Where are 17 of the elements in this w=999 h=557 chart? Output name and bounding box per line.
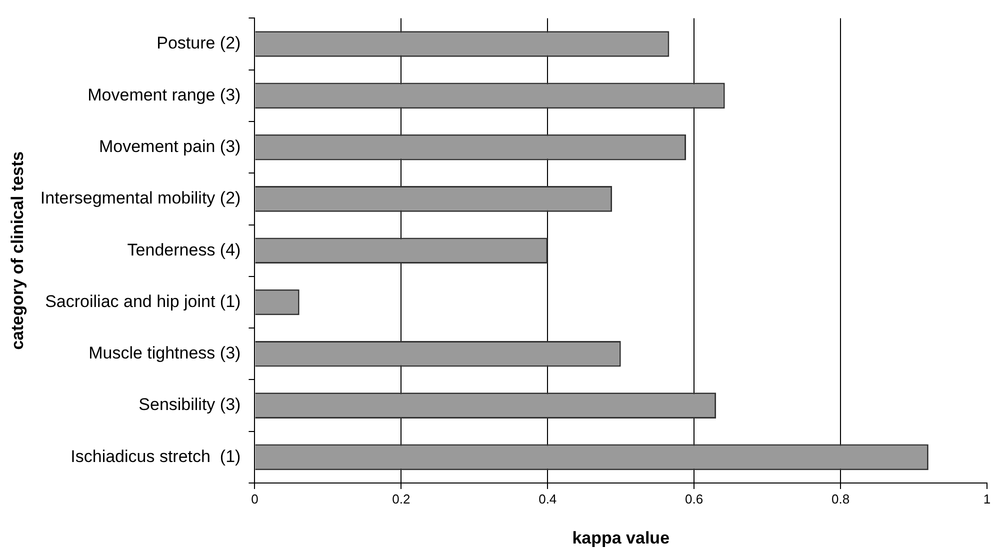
x-axis-title: kappa value (572, 528, 670, 548)
y-tick-label: Tenderness (4) (127, 240, 241, 260)
x-tick-label: 1 (983, 491, 991, 506)
y-tick-label: Movement range (3) (88, 85, 241, 104)
y-axis-title: category of clinical tests (8, 151, 27, 350)
x-tick-label: 0.6 (685, 491, 704, 506)
x-tick-label: 0.2 (392, 491, 410, 506)
y-tick-label: Movement pain (3) (98, 137, 241, 156)
y-tick-label: Muscle tightness (3) (88, 344, 241, 363)
x-tick-label: 0 (251, 491, 258, 506)
y-tick-label: Intersegmental mobility (2) (40, 188, 241, 208)
x-tick-label: 0.4 (538, 491, 557, 506)
y-tick-label: Sacroiliac and hip joint (1) (45, 292, 241, 311)
y-tick-label: Posture (2) (156, 34, 241, 53)
x-tick-label: 0.8 (832, 491, 850, 506)
y-tick-label: Ischiadicus stretch (1) (70, 446, 241, 466)
y-tick-label: Sensibility (3) (138, 395, 241, 414)
